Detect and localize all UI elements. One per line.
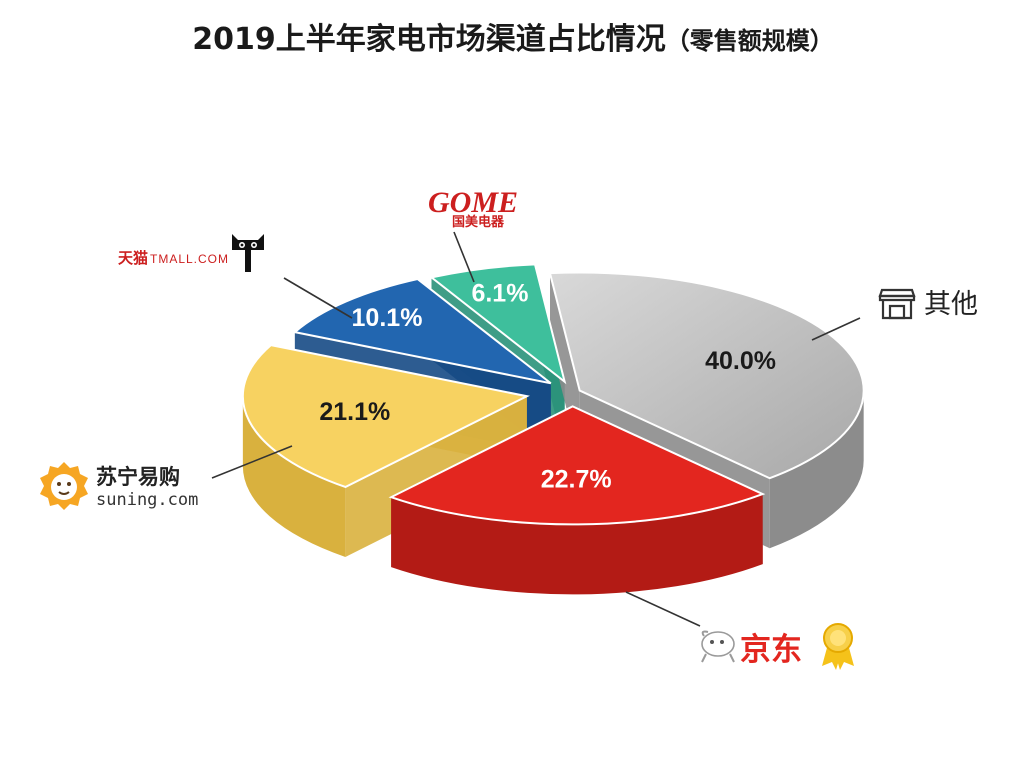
leader-lines bbox=[211, 231, 861, 627]
brand-tmall-cn: 天猫 bbox=[118, 249, 148, 267]
pie-slice-3 bbox=[292, 277, 552, 385]
pie-slice-2 bbox=[241, 344, 530, 489]
leader-line-jd bbox=[625, 591, 701, 627]
pie-slice-1 bbox=[388, 405, 766, 526]
store-icon bbox=[878, 288, 916, 320]
jd-dog-icon bbox=[701, 630, 735, 663]
brand-other: 其他 bbox=[878, 288, 978, 320]
pie-data-label-3: 10.1% bbox=[352, 304, 423, 332]
pie-labels: 40.0% 22.7% 21.1% 10.1% 6.1% bbox=[319, 280, 776, 494]
pie-data-label-4: 6.1% bbox=[471, 280, 528, 308]
leader-line-tmall bbox=[283, 277, 353, 319]
pie-data-label-0: 40.0% bbox=[705, 347, 776, 375]
brand-tmall: 天猫 TMALL.COM bbox=[118, 234, 264, 272]
brand-suning-cn: 苏宁易购 bbox=[96, 465, 180, 489]
tmall-cat-icon bbox=[232, 234, 264, 272]
award-ribbon-icon bbox=[822, 623, 854, 670]
chart-title: 2019上半年家电市场渠道占比情况（零售额规模） bbox=[0, 14, 1026, 58]
brand-jd-label: 京东 bbox=[740, 632, 802, 668]
brand-other-label: 其他 bbox=[924, 289, 978, 320]
pie-slice-4 bbox=[429, 263, 567, 385]
leader-line-suning bbox=[211, 445, 293, 479]
pie-tops bbox=[241, 263, 865, 526]
suning-lion-icon bbox=[40, 462, 88, 510]
pie-data-label-2: 21.1% bbox=[319, 398, 390, 426]
leader-line-other bbox=[811, 317, 861, 341]
title-subtitle: （零售额规模） bbox=[665, 27, 834, 55]
pie-slice-0 bbox=[548, 271, 865, 480]
title-main: 2019上半年家电市场渠道占比情况 bbox=[192, 22, 666, 57]
leader-line-gome bbox=[453, 231, 475, 283]
pie-side-0-0 bbox=[769, 390, 864, 549]
pie-data-label-1: 22.7% bbox=[541, 466, 612, 494]
brand-gome-cn: 国美电器 bbox=[452, 214, 505, 230]
brand-jd: 京东 bbox=[701, 623, 854, 670]
brand-suning: 苏宁易购 suning.com bbox=[40, 462, 198, 510]
brand-tmall-en: TMALL.COM bbox=[150, 252, 229, 266]
pie-side-2-0 bbox=[242, 396, 346, 557]
brand-gome: GOME 国美电器 bbox=[428, 186, 518, 230]
brand-suning-en: suning.com bbox=[96, 490, 198, 510]
brand-gome-en: GOME bbox=[428, 186, 518, 219]
